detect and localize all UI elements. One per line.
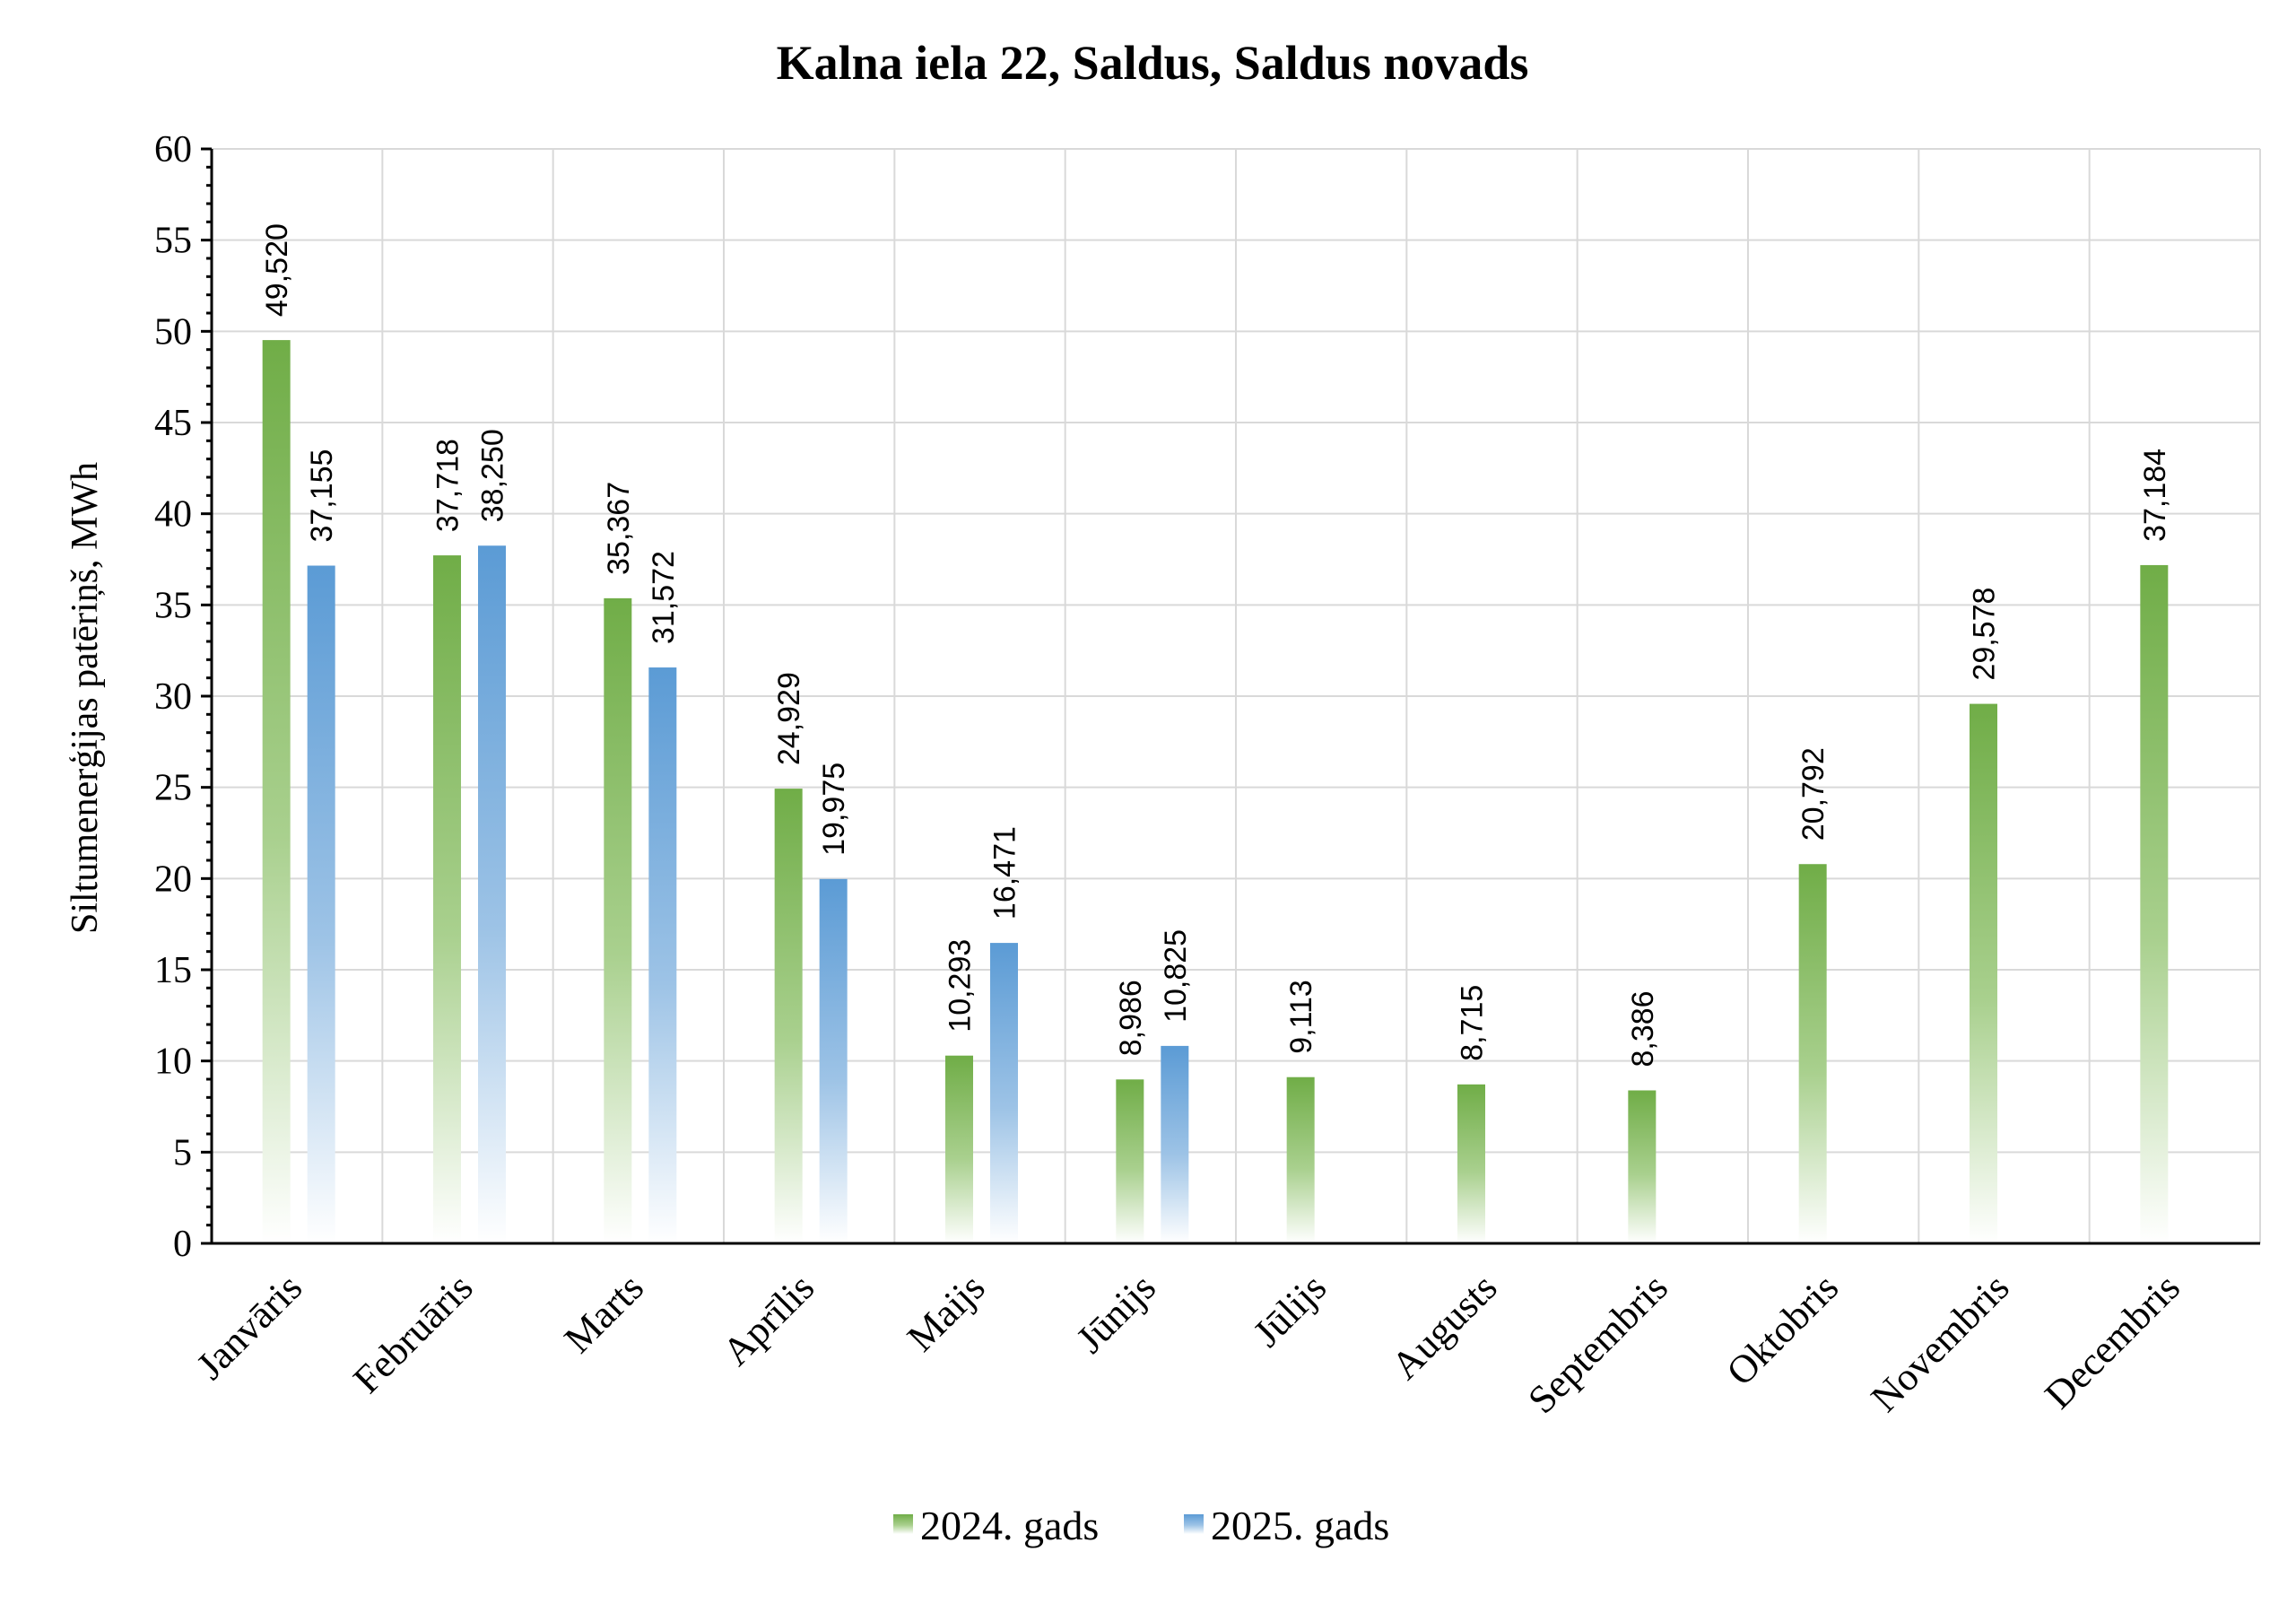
x-tick-label: Decembris [2036,1265,2187,1417]
bar-2024 [945,1055,973,1243]
data-label: 31,572 [647,551,681,644]
bars [262,340,2169,1243]
bar-2025 [1161,1045,1189,1243]
bar-2024 [1457,1084,1485,1243]
y-tick-label: 55 [154,221,192,262]
y-axis-label: Siltumenerģijas patēriņš, MWh [65,462,106,934]
data-label: 38,250 [476,429,510,522]
y-tick-label: 15 [154,950,192,991]
data-label: 8,386 [1626,990,1660,1067]
data-label: 49,520 [260,223,294,317]
data-labels: 49,520 37,718 35,367 24,929 10,293 8,986 9,113… [260,223,2172,1067]
grid [212,148,2261,1243]
x-tick-label: Augusts [1383,1265,1506,1388]
y-tick-label: 45 [154,403,192,444]
bar-2024 [1116,1079,1144,1243]
bar-2024 [433,555,461,1243]
x-tick-label: Novembris [1863,1265,2018,1420]
data-label: 35,367 [602,482,636,575]
x-tick-label: Janvāris [188,1265,311,1388]
bar-2024 [774,789,803,1243]
bar-2024 [262,340,291,1243]
bar-2025 [990,943,1018,1243]
y-tick-label: 20 [154,859,192,900]
data-label: 8,715 [1456,985,1490,1061]
data-label: 37,718 [431,439,465,532]
x-tick-label: Maijs [899,1265,994,1360]
bar-2024 [1798,864,1827,1243]
x-tick-label: Aprīlis [714,1265,822,1373]
y-tick-label: 60 [154,129,192,170]
legend-label: 2024. gads [920,1503,1099,1548]
legend: 2024. gads 2025. gads [893,1503,1389,1548]
axes: 0 5 10 15 20 25 30 35 40 45 50 55 60 Janvāris Februāri… [154,129,2260,1422]
y-tick-label: 5 [173,1132,192,1173]
y-tick-label: 10 [154,1042,192,1083]
legend-swatch [1184,1514,1204,1534]
bar-2024 [1286,1077,1315,1243]
x-tick-label: Oktobris [1718,1265,1848,1394]
data-label: 29,578 [1968,588,2002,681]
data-label: 9,113 [1284,980,1318,1054]
legend-label: 2025. gads [1211,1503,1389,1548]
data-label: 37,184 [2138,449,2172,542]
x-tick-label: Jūlijs [1245,1265,1335,1355]
bar-2025 [648,667,677,1243]
x-tick-label: Februāris [344,1265,481,1401]
bar-2025 [819,878,848,1243]
y-tick-label: 40 [154,494,192,536]
bar-2024 [2140,564,2169,1243]
bar-2024 [604,597,632,1243]
data-label: 10,825 [1159,929,1193,1023]
data-label: 10,293 [944,939,978,1033]
y-tick-label: 25 [154,768,192,809]
data-label: 20,792 [1796,747,1831,841]
x-tick-label: Marts [556,1265,652,1361]
data-label: 37,155 [305,449,339,543]
bar-2024 [1970,703,1997,1243]
x-tick-label: Septembris [1519,1265,1676,1422]
data-label: 8,986 [1114,980,1148,1056]
y-tick-label: 50 [154,311,192,353]
y-tick-label: 35 [154,585,192,626]
y-tick-label: 30 [154,676,192,718]
data-label: 16,471 [988,826,1022,920]
bar-2024 [1628,1090,1657,1243]
bar-2025 [478,545,506,1243]
x-tick-label: Jūnijs [1068,1265,1164,1361]
data-label: 24,929 [772,672,806,765]
legend-swatch [893,1514,913,1534]
bar-2025 [307,565,335,1243]
y-tick-label: 0 [173,1224,192,1265]
chart-title: Kalna iela 22, Saldus, Saldus novads [777,36,1529,90]
data-label: 19,975 [817,763,851,856]
